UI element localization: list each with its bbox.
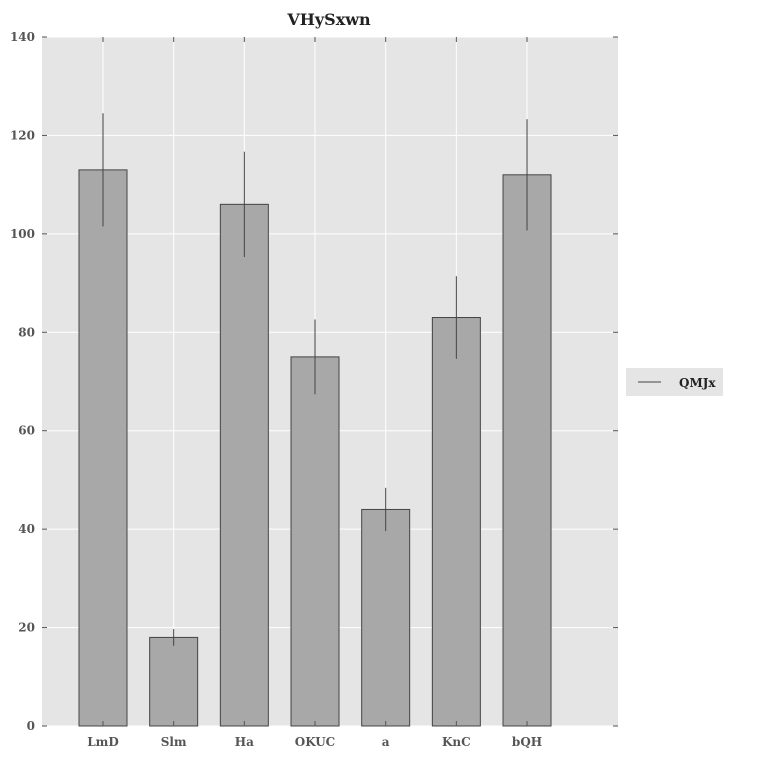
bar-bQH xyxy=(502,174,552,727)
x-tick-label: LmD xyxy=(87,735,119,749)
x-tick-label: bQH xyxy=(512,735,542,749)
x-tick-label: OKUC xyxy=(295,735,335,749)
x-tick-label: a xyxy=(382,735,390,749)
y-tick-label: 60 xyxy=(18,424,35,438)
bar-Slm xyxy=(149,636,199,727)
chart-title: VHySxwn xyxy=(286,10,371,29)
legend: QMJx xyxy=(626,368,723,396)
x-tick-label: Slm xyxy=(161,735,187,749)
x-axis: LmD Slm Ha OKUC a KnC bQH xyxy=(87,37,542,749)
bar-a xyxy=(361,508,411,727)
bars xyxy=(78,169,552,727)
y-tick-label: 0 xyxy=(27,719,35,733)
y-tick-label: 80 xyxy=(18,325,35,339)
legend-label: QMJx xyxy=(679,376,716,390)
y-axis: 0 20 40 60 80 100 120 140 xyxy=(10,30,618,733)
bar-KnC xyxy=(431,317,481,727)
bar-LmD xyxy=(78,169,128,727)
bar-Ha xyxy=(219,203,269,727)
x-tick-label: KnC xyxy=(442,735,471,749)
y-tick-label: 100 xyxy=(10,227,35,241)
y-tick-label: 20 xyxy=(18,621,35,635)
x-tick-label: Ha xyxy=(235,735,254,749)
error-bars xyxy=(102,113,528,646)
y-tick-label: 140 xyxy=(10,30,35,44)
y-tick-label: 40 xyxy=(18,522,35,536)
y-tick-label: 120 xyxy=(10,128,35,142)
bar-OKUC xyxy=(290,356,340,727)
